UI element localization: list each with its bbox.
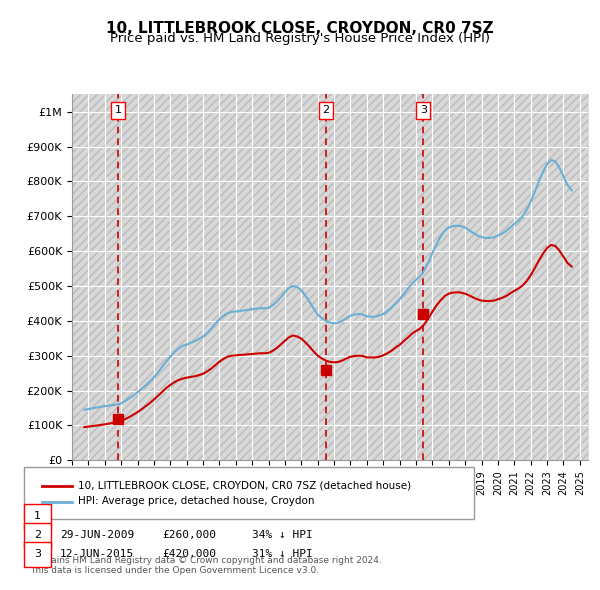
Text: 10, LITTLEBROOK CLOSE, CROYDON, CR0 7SZ (detached house): 10, LITTLEBROOK CLOSE, CROYDON, CR0 7SZ … xyxy=(78,481,411,490)
Text: Price paid vs. HM Land Registry's House Price Index (HPI): Price paid vs. HM Land Registry's House … xyxy=(110,32,490,45)
Text: £118,000: £118,000 xyxy=(162,512,216,521)
Text: HPI: Average price, detached house, Croydon: HPI: Average price, detached house, Croy… xyxy=(78,497,314,506)
Text: 31% ↓ HPI: 31% ↓ HPI xyxy=(252,549,313,559)
Text: 3: 3 xyxy=(34,549,41,559)
Text: 1: 1 xyxy=(34,512,41,521)
Text: 3: 3 xyxy=(420,106,427,116)
Text: 12-JUN-2015: 12-JUN-2015 xyxy=(60,549,134,559)
Text: 24% ↓ HPI: 24% ↓ HPI xyxy=(252,512,313,521)
Text: 29-JUN-2009: 29-JUN-2009 xyxy=(60,530,134,540)
Text: Contains HM Land Registry data © Crown copyright and database right 2024.
This d: Contains HM Land Registry data © Crown c… xyxy=(30,556,382,575)
Text: 10, LITTLEBROOK CLOSE, CROYDON, CR0 7SZ: 10, LITTLEBROOK CLOSE, CROYDON, CR0 7SZ xyxy=(106,21,494,35)
Text: 34% ↓ HPI: 34% ↓ HPI xyxy=(252,530,313,540)
Text: 1: 1 xyxy=(115,106,121,116)
Text: 2: 2 xyxy=(34,530,41,540)
Text: 18-OCT-1996: 18-OCT-1996 xyxy=(60,512,134,521)
Text: 2: 2 xyxy=(322,106,329,116)
Text: £260,000: £260,000 xyxy=(162,530,216,540)
Text: £420,000: £420,000 xyxy=(162,549,216,559)
